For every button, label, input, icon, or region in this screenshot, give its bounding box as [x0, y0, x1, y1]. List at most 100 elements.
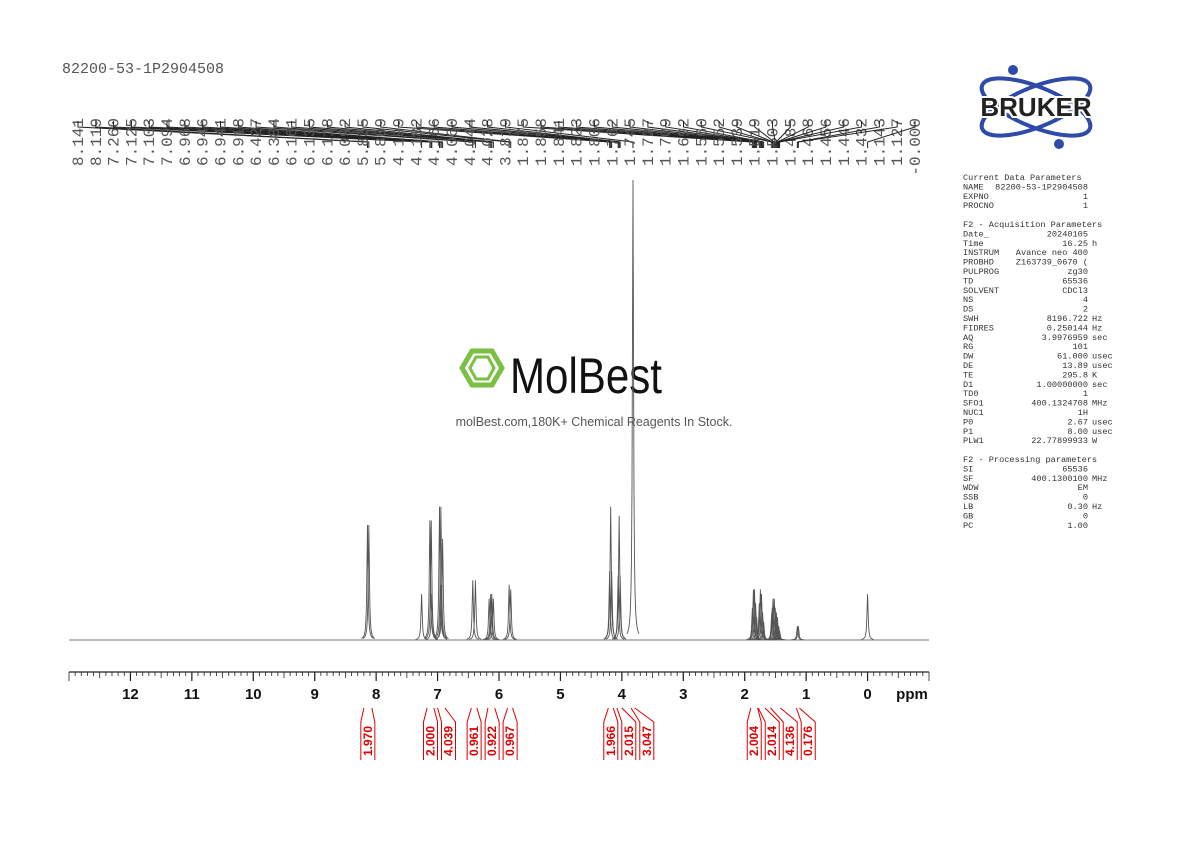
peak-label: 4.028 [480, 118, 498, 166]
integral-label: 0.961 [467, 726, 481, 756]
param-unit: Hz [1092, 502, 1102, 512]
peak-connector [647, 121, 762, 148]
param-section-title: Current Data Parameters [963, 173, 1082, 183]
peak-label: 1.485 [782, 118, 800, 166]
param-value: 1 [1083, 201, 1088, 211]
peak [792, 626, 805, 641]
peak-connector [415, 121, 612, 148]
peak-connector [772, 121, 776, 148]
x-tick-label: 7 [433, 686, 441, 703]
param-name: TE [963, 370, 973, 380]
integral-label: 0.967 [503, 726, 517, 756]
x-tick-label: 8 [372, 686, 380, 703]
param-section-title: F2 - Acquisition Parameters [963, 220, 1102, 230]
peak [361, 524, 374, 639]
peak-label: 1.858 [533, 118, 551, 166]
integral-bracket [757, 707, 780, 760]
peak-label: 6.135 [302, 118, 320, 166]
peak-connector [778, 121, 845, 148]
param-name: SF [963, 474, 973, 484]
sample-id: 82200-53-1P2904508 [62, 61, 224, 78]
peak-connector [682, 121, 765, 148]
peak [773, 630, 786, 641]
integral-bracket [484, 707, 500, 760]
param-value: 8.00 [1067, 427, 1088, 437]
peak-label: 1.727 [640, 118, 658, 166]
integral-bracket [423, 707, 439, 760]
peak-connector [665, 121, 764, 148]
peak-connector [629, 121, 761, 148]
param-name: SFO1 [963, 399, 984, 409]
watermark-icon-inner [468, 355, 496, 381]
peak-connector [273, 121, 476, 148]
peak [484, 593, 497, 640]
peak-label: 6.092 [337, 118, 355, 166]
peak-connector [718, 121, 773, 148]
peak-label: 5.809 [373, 118, 391, 166]
param-name: PULPROG [963, 267, 999, 277]
param-unit: usec [1092, 352, 1113, 362]
param-name: TD [963, 276, 973, 286]
peak-connector [797, 121, 898, 148]
peak-connector [576, 121, 757, 148]
plot: ppm 12 11 10 9 8 7 6 5 4 3 2 1 08.141 8.119 7.260 7.125… [68, 118, 930, 760]
peak [415, 593, 428, 640]
peak [485, 593, 498, 640]
param-value: 1 [1083, 389, 1088, 399]
param-name: DW [963, 352, 974, 362]
param-name: LB [963, 502, 973, 512]
peak [436, 538, 449, 640]
peak [434, 506, 448, 639]
peak-label: 1.823 [569, 118, 587, 166]
peak-label: 7.125 [123, 118, 141, 166]
x-tick-label: 4 [618, 686, 627, 703]
param-name: AQ [963, 333, 973, 343]
integral-bracket [616, 707, 637, 760]
integral-bracket [795, 707, 816, 760]
param-value: 65536 [1062, 464, 1088, 474]
param-value: 4 [1083, 295, 1088, 305]
integral-label: 2.004 [747, 726, 761, 756]
peak-label: 4.044 [462, 118, 480, 166]
peak [425, 593, 438, 640]
peak-connector [487, 121, 621, 148]
x-tick-label: 6 [495, 686, 503, 703]
peak-connector [867, 121, 916, 148]
peak-connector [219, 121, 442, 148]
peak-label: -0.000 [907, 118, 925, 176]
peak-connector [130, 121, 431, 148]
param-value: 1.00000000 [1036, 380, 1088, 390]
peak-connector [326, 121, 493, 148]
peak-label: 4.199 [391, 118, 409, 166]
param-value: 8196.722 [1047, 314, 1088, 324]
peak [487, 598, 500, 640]
logo-dot [1054, 139, 1064, 149]
param-name: PROBHD [963, 258, 994, 268]
param-value: 16.25 [1062, 239, 1088, 249]
param-value: EM [1078, 483, 1088, 493]
param-name: P1 [963, 427, 973, 437]
param-unit: MHz [1092, 399, 1107, 409]
peak-connector [593, 121, 758, 148]
param-unit: sec [1092, 333, 1107, 343]
param-unit: Hz [1092, 323, 1102, 333]
peak-label: 1.432 [854, 118, 872, 166]
peak-connector [362, 121, 510, 148]
param-unit: K [1092, 370, 1098, 380]
peak-label: 6.161 [284, 118, 302, 166]
integral-label: 4.039 [442, 726, 456, 756]
peak-label: 1.692 [675, 118, 693, 166]
param-name: SSB [963, 493, 978, 503]
param-name: RG [963, 342, 973, 352]
peak-connector [95, 121, 370, 148]
peak-label: 7.260 [106, 118, 124, 166]
param-value: 0 [1083, 511, 1088, 521]
param-name: GB [963, 511, 973, 521]
param-value: 101 [1073, 342, 1088, 352]
peak [483, 598, 496, 640]
logo-text: BRUKER [980, 92, 1091, 122]
peak-label: 6.384 [266, 118, 284, 166]
x-axis-label: ppm [896, 686, 928, 703]
